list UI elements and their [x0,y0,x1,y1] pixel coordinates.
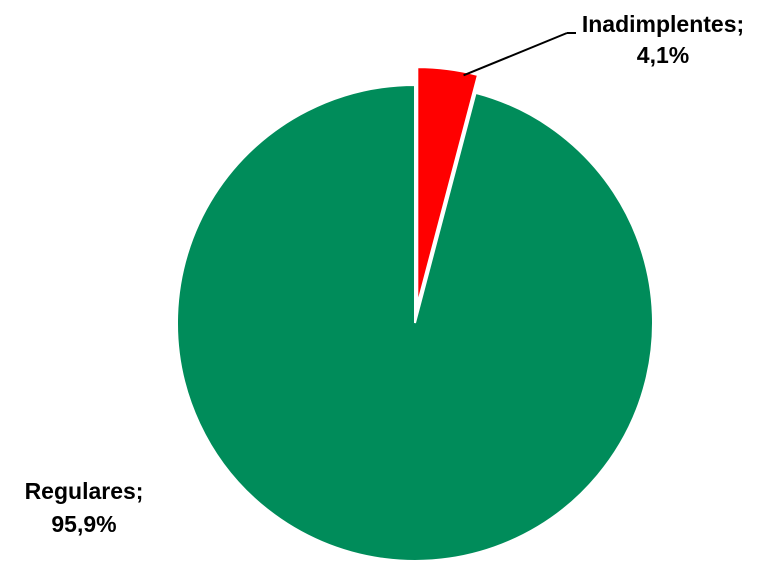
slice-label-regulares-value: 95,9% [51,511,116,537]
pie-slice-inadimplentes [416,66,480,306]
labels-layer: Inadimplentes; 4,1% Regulares; 95,9% [25,11,745,537]
inadimplentes-leader-line [463,32,568,77]
slices-layer [176,66,654,562]
slice-label-regulares-name: Regulares; [25,478,144,504]
pie-slice-regulares [176,83,654,562]
slice-label-inadimplentes-name: Inadimplentes; [582,11,744,37]
slice-label-inadimplentes-value: 4,1% [637,42,689,68]
